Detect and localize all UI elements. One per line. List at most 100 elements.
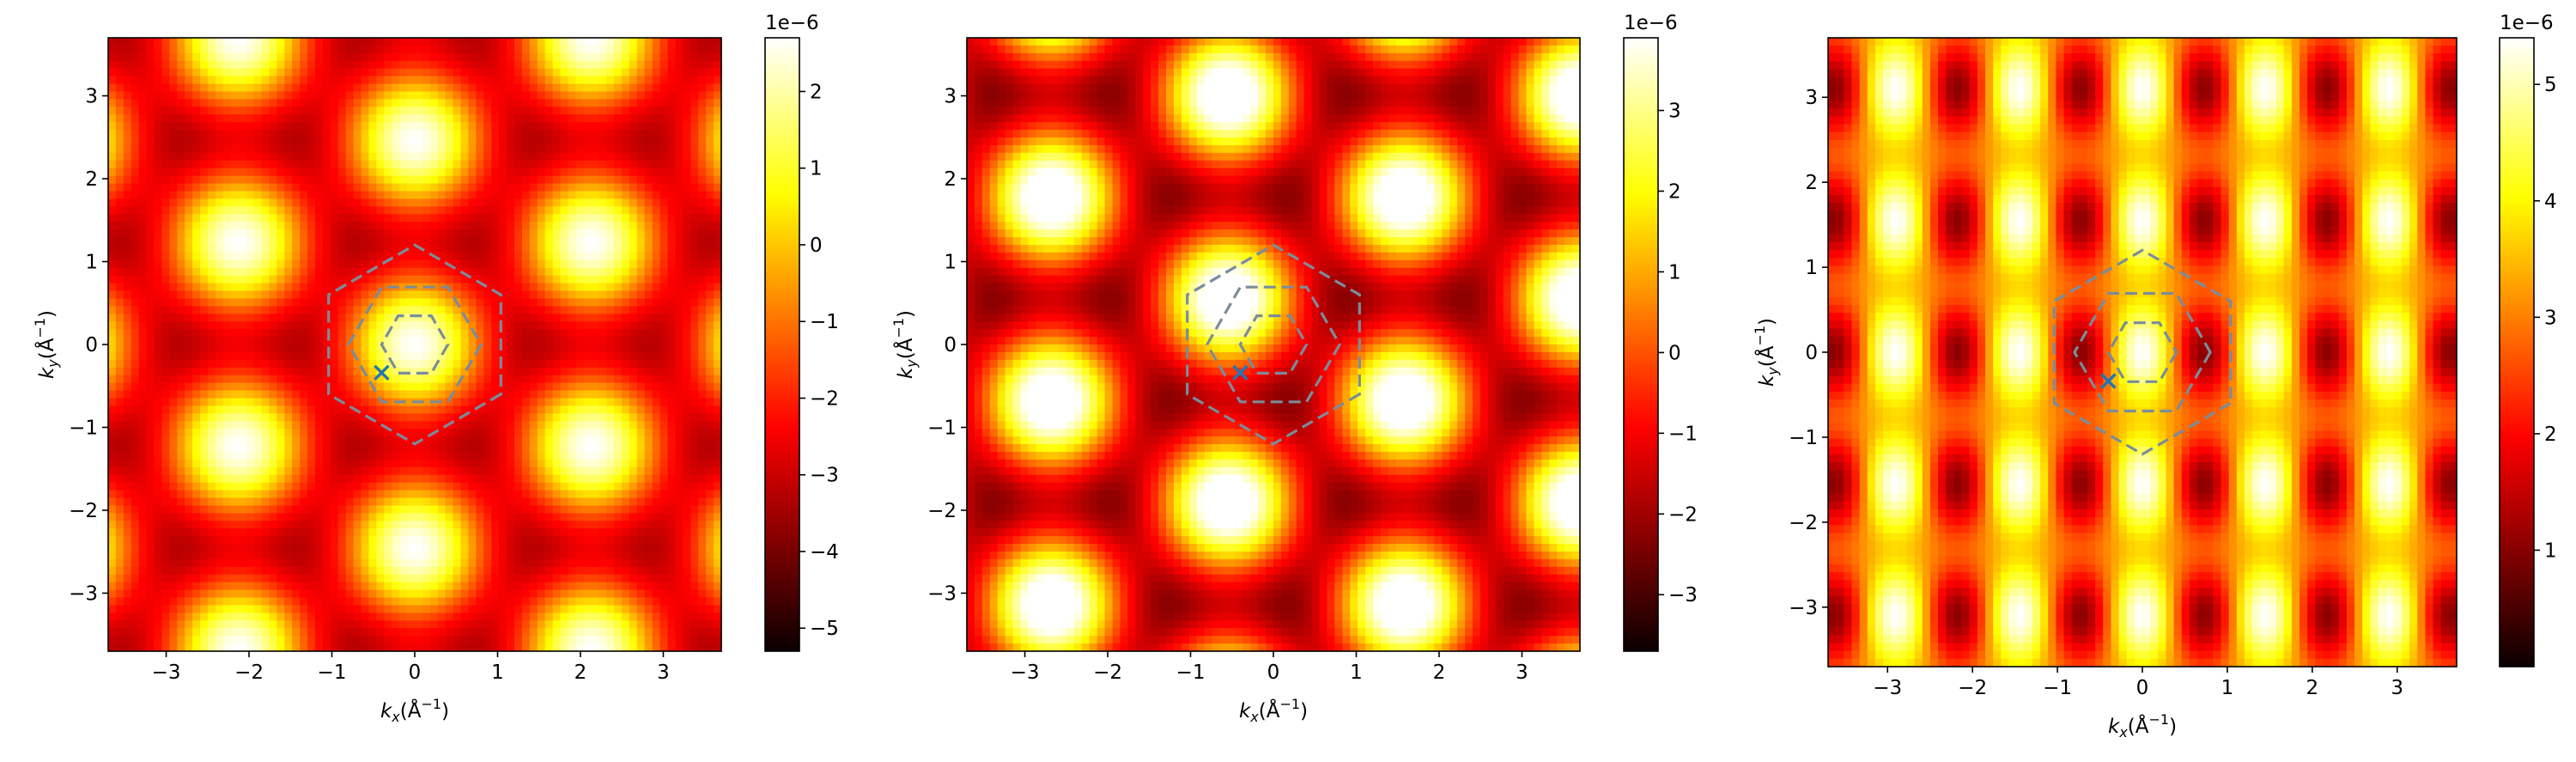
heatmap-cell (322, 137, 331, 146)
heatmap-cell (146, 375, 155, 384)
heatmap-cell (161, 490, 171, 499)
heatmap-cell (575, 613, 584, 621)
heatmap-cell (384, 275, 392, 284)
heatmap-cell (437, 306, 447, 314)
heatmap-cell (337, 405, 347, 414)
heatmap-cell (185, 521, 193, 529)
heatmap-cell (138, 183, 148, 192)
heatmap-cell (131, 152, 140, 162)
heatmap-cell (269, 474, 277, 484)
heatmap-cell (200, 482, 209, 491)
heatmap-cell (246, 497, 255, 507)
heatmap-cell (422, 337, 431, 345)
heatmap-cell (483, 429, 492, 437)
heatmap-cell (200, 474, 209, 484)
heatmap-cell (123, 168, 132, 177)
heatmap-cell (115, 91, 125, 101)
heatmap-cell (138, 83, 148, 93)
heatmap-cell (521, 52, 531, 62)
heatmap-cell (437, 229, 447, 238)
heatmap-cell (284, 60, 293, 70)
heatmap-cell (169, 359, 178, 369)
heatmap-cell (415, 513, 423, 521)
heatmap-cell (330, 99, 339, 107)
heatmap-cell (552, 107, 562, 115)
heatmap-cell (208, 551, 216, 560)
heatmap-cell (537, 130, 546, 138)
heatmap-cell (568, 45, 577, 54)
heatmap-cell (246, 466, 255, 476)
heatmap-cell (215, 382, 224, 392)
heatmap-cell (483, 52, 492, 62)
heatmap-cell (208, 605, 216, 613)
heatmap-cell (230, 229, 240, 238)
heatmap-cell (376, 76, 385, 85)
heatmap-cell (514, 144, 523, 154)
heatmap-cell (230, 513, 240, 521)
heatmap-cell (215, 38, 224, 46)
heatmap-cell (544, 582, 554, 591)
heatmap-cell (521, 582, 531, 591)
heatmap-cell (230, 474, 240, 484)
heatmap-cell (322, 214, 331, 223)
heatmap-cell (392, 344, 400, 353)
heatmap-cell (415, 45, 423, 54)
heatmap-cell (284, 605, 293, 613)
heatmap-cell (392, 144, 400, 154)
heatmap-cell (476, 643, 484, 652)
heatmap-cell (560, 68, 569, 77)
heatmap-cell (476, 244, 484, 253)
heatmap-cell (307, 359, 316, 369)
heatmap-cell (392, 298, 400, 307)
heatmap-cell (314, 613, 324, 621)
heatmap-cell (138, 275, 148, 284)
heatmap-cell (376, 451, 385, 460)
heatmap-cell (361, 275, 370, 284)
heatmap-cell (361, 337, 370, 345)
heatmap-cell (529, 83, 538, 93)
heatmap-cell (123, 206, 132, 215)
heatmap-cell (123, 290, 132, 300)
heatmap-cell (453, 566, 462, 576)
heatmap-cell (483, 436, 492, 445)
heatmap-cell (230, 183, 240, 192)
heatmap-cell (514, 521, 523, 529)
heatmap-cell (368, 528, 377, 537)
heatmap-cell (253, 144, 263, 154)
heatmap-cell (185, 52, 193, 62)
heatmap-cell (261, 351, 270, 361)
heatmap-cell (491, 444, 500, 453)
heatmap-cell (384, 474, 392, 484)
heatmap-cell (537, 605, 546, 613)
heatmap-cell (529, 252, 538, 261)
heatmap-cell (491, 206, 500, 215)
heatmap-cell (575, 122, 584, 131)
heatmap-cell (330, 643, 339, 652)
heatmap-cell (575, 574, 584, 583)
heatmap-cell (353, 536, 362, 545)
heatmap-cell (123, 451, 132, 460)
heatmap-cell (253, 344, 263, 353)
heatmap-cell (108, 337, 117, 345)
heatmap-cell (322, 636, 331, 644)
heatmap-cell (529, 137, 538, 146)
heatmap-cell (392, 183, 400, 192)
heatmap-cell (177, 259, 185, 269)
heatmap-cell (345, 68, 355, 77)
heatmap-cell (361, 298, 370, 307)
heatmap-cell (192, 122, 201, 131)
heatmap-cell (115, 536, 125, 545)
heatmap-cell (468, 405, 477, 414)
heatmap-cell (307, 83, 316, 93)
heatmap-cell (292, 344, 301, 353)
heatmap-cell (230, 351, 240, 361)
heatmap-cell (138, 429, 148, 437)
heatmap-cell (123, 643, 132, 652)
heatmap-cell (407, 613, 416, 621)
heatmap-cell (552, 513, 562, 521)
heatmap-cell (337, 459, 347, 468)
heatmap-cell (246, 589, 255, 599)
heatmap-cell (499, 636, 507, 644)
heatmap-cell (384, 589, 392, 599)
heatmap-cell (529, 497, 538, 507)
